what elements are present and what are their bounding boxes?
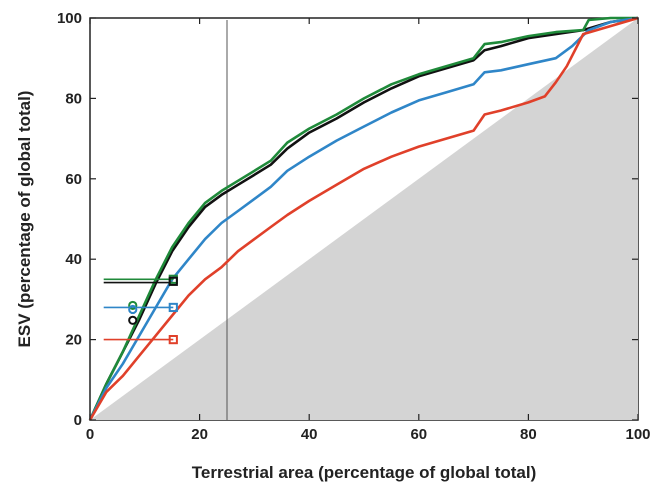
marker-square-black [168,276,178,286]
series-line-green [88,16,638,421]
y-tick-label: 20 [65,332,82,349]
series-line-red [88,16,639,421]
x-tick-label: 100 [625,426,650,443]
marker-square-red [168,335,178,345]
y-tick-label: 40 [65,251,82,268]
marker-square-blue [168,302,178,313]
plot-content [88,16,639,421]
y-tick-label: 0 [74,412,82,429]
x-tick-label: 20 [191,426,208,443]
x-axis-label: Terrestrial area (percentage of global t… [192,463,537,482]
series-line-black [88,16,639,421]
axis-ticks: 0 20 40 60 80 100 0 20 40 60 80 100 [57,10,651,443]
x-tick-label: 60 [410,426,427,443]
x-tick-label: 0 [86,426,94,443]
shaded-region-below-diagonal [90,18,638,420]
y-axis-label: ESV (percentage of global total) [15,91,34,348]
x-tick-label: 40 [301,426,318,443]
marker-circle-black [128,315,138,325]
y-tick-label: 100 [57,10,82,27]
marker-circle-green [128,300,138,311]
marker-circle-blue [128,304,138,315]
series-line-blue [88,16,639,421]
x-tick-label: 80 [520,426,537,443]
y-tick-label: 60 [65,171,82,188]
y-tick-label: 80 [65,90,82,107]
